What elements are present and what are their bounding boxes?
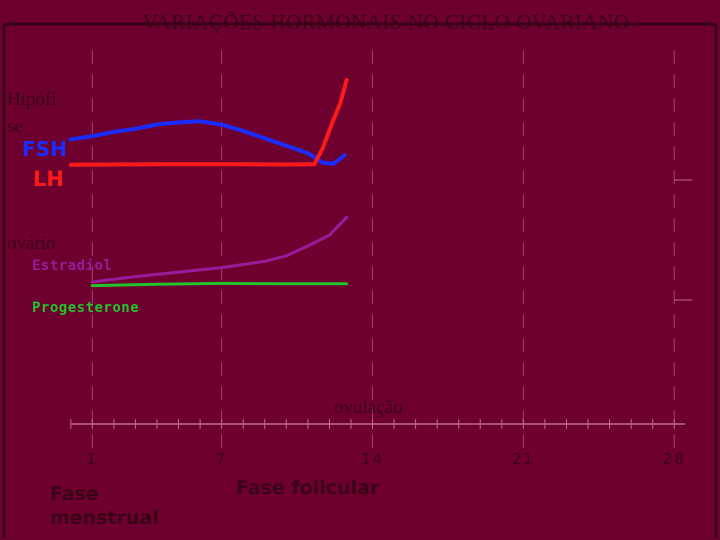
x-tick-label-28: 28 <box>663 450 686 468</box>
ovulacao-label: ovulação <box>334 397 403 418</box>
series-lines <box>68 78 349 288</box>
progesterone-label: Progesterone <box>32 300 140 316</box>
series-estradiol-line <box>90 215 349 284</box>
x-tick-label-7: 7 <box>216 450 228 468</box>
series-fsh-line <box>68 119 347 166</box>
grid <box>2 22 718 538</box>
series-progesterone-line <box>90 281 349 288</box>
fase-menstrual-label: Fase menstrual <box>50 483 159 529</box>
fase-folicular-label: Fase folicular <box>236 477 380 499</box>
x-tick-label-14: 14 <box>361 450 384 468</box>
ovario-label: ovário <box>7 233 56 254</box>
chart-title: VARIAÇÕES HORMONAIS NO CICLO OVARIANO <box>142 10 630 34</box>
x-tick-labels: 1 7 14 21 28 <box>87 450 686 468</box>
x-tick-label-21: 21 <box>512 450 535 468</box>
series-lh-line <box>68 78 349 167</box>
x-tick-label-1: 1 <box>87 450 99 468</box>
lh-label: LH <box>33 167 64 191</box>
hipofise-label: Hipófi se <box>7 89 57 137</box>
fsh-label: FSH <box>22 137 67 161</box>
estradiol-label: Estradiol <box>32 258 113 274</box>
